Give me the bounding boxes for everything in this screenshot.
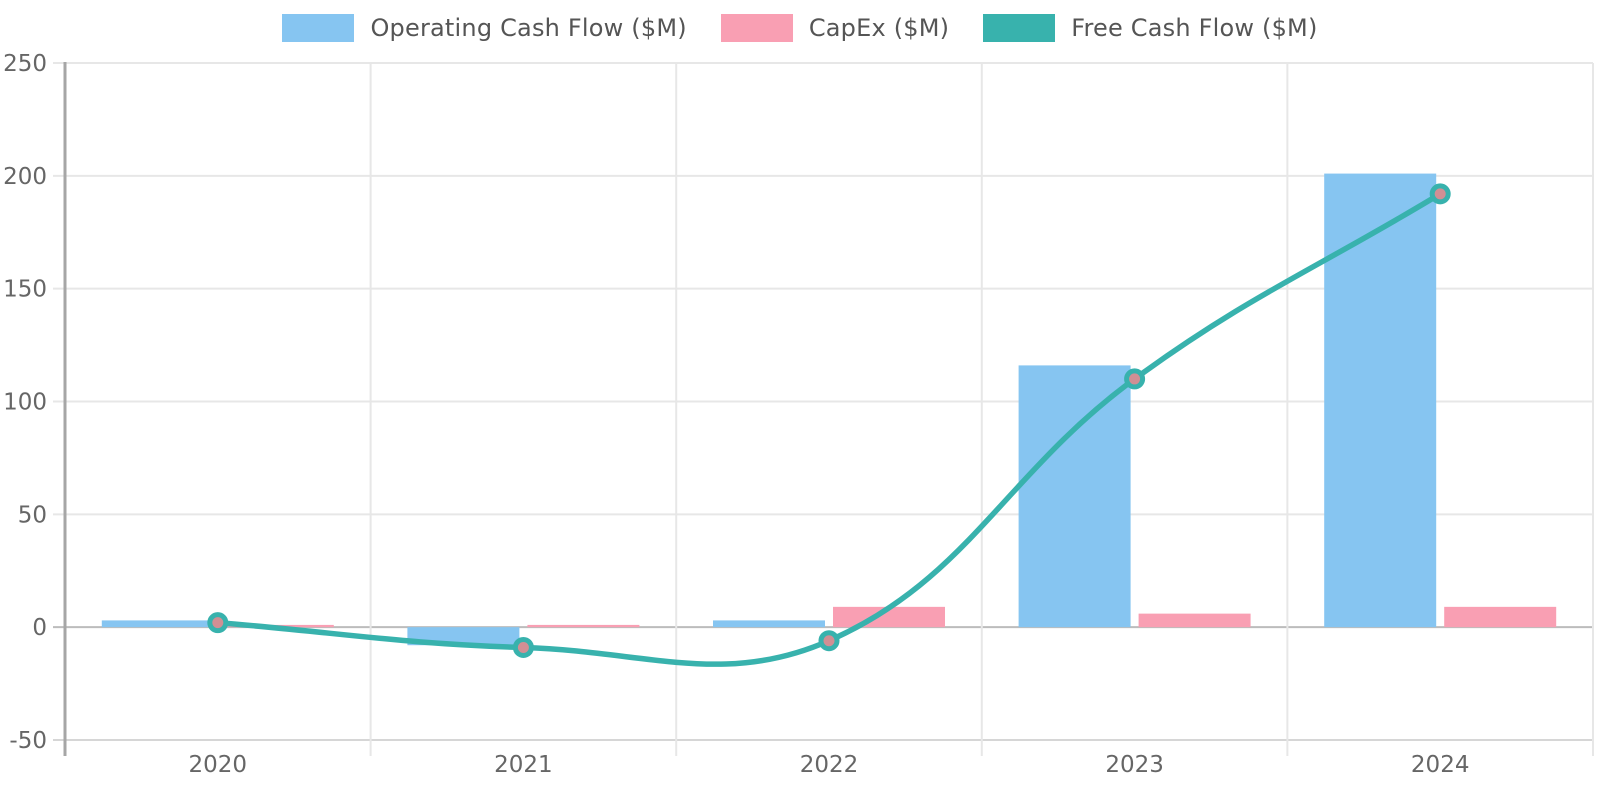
y-tick-label-0: 0 [32,615,47,641]
point-free-cash-flow-m-2023[interactable] [1124,368,1146,390]
bar-operating-cash-flow-m-2020[interactable] [101,620,214,628]
legend-item-capex[interactable]: CapEx ($M) [720,14,950,42]
point-free-cash-flow-m-2021[interactable] [512,636,534,658]
bar-operating-cash-flow-m-2023[interactable] [1018,365,1131,628]
legend-label: Free Cash Flow ($M) [1071,14,1318,42]
capex-swatch [720,14,793,42]
bar-capex-m-2023[interactable] [1138,613,1251,628]
y-tick-label--50: -50 [9,728,47,754]
legend-label: CapEx ($M) [808,14,950,42]
y-tick-label-150: 150 [3,277,47,303]
line-free-cash-flow-m [215,191,1443,667]
point-free-cash-flow-m-2022[interactable] [818,630,840,652]
x-tick-label-2020: 2020 [189,752,248,778]
y-tick-label-200: 200 [3,164,47,190]
x-tick-label-2024: 2024 [1411,752,1470,778]
x-tick-label-2021: 2021 [494,752,553,778]
chart-legend: Operating Cash Flow ($M) CapEx ($M) Free… [0,14,1600,42]
x-tick-label-2023: 2023 [1105,752,1164,778]
operating-cash-flow-swatch [282,14,355,42]
bar-operating-cash-flow-m-2024[interactable] [1324,173,1437,628]
legend-item-operating-cash-flow[interactable]: Operating Cash Flow ($M) [282,14,687,42]
bar-capex-m-2024[interactable] [1444,606,1557,628]
bar-operating-cash-flow-m-2022[interactable] [713,620,825,628]
y-tick-label-250: 250 [3,51,47,77]
point-free-cash-flow-m-2020[interactable] [207,612,229,634]
bar-capex-m-2021[interactable] [527,624,640,628]
x-tick-label-2022: 2022 [800,752,859,778]
legend-label: Operating Cash Flow ($M) [370,14,687,42]
y-tick-label-50: 50 [18,502,47,528]
free-cash-flow-swatch [983,14,1056,42]
legend-item-free-cash-flow[interactable]: Free Cash Flow ($M) [983,14,1317,42]
y-tick-label-100: 100 [3,390,47,416]
point-free-cash-flow-m-2024[interactable] [1429,183,1451,205]
